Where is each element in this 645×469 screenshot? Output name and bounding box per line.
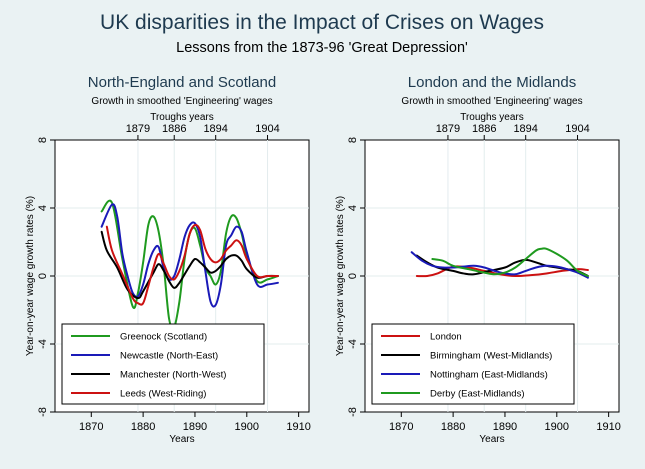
legend-label: Newcastle (North-East) — [120, 351, 218, 362]
legend-box — [371, 323, 575, 405]
top-tick-label: 1886 — [162, 123, 186, 135]
y-tick-label: 0 — [347, 273, 359, 279]
x-tick-label: 1910 — [286, 421, 310, 433]
series-line-4 — [105, 223, 279, 306]
x-tick-label: 1870 — [79, 421, 103, 433]
chart-panel-2: London and the Midlands Growth in smoothe… — [335, 74, 621, 445]
series-line-2 — [100, 203, 279, 308]
panel-title: London and the Midlands — [408, 74, 576, 91]
x-axis-label: Years — [169, 434, 194, 445]
top-tick-label: 1879 — [126, 123, 150, 135]
y-tick-label: -8 — [37, 407, 49, 417]
x-tick-label: 1900 — [235, 421, 259, 433]
x-tick-label: 1890 — [183, 421, 207, 433]
main-title: UK disparities in the Impact of Crises o… — [100, 11, 544, 34]
legend-label: Leeds (West-Riding) — [120, 389, 206, 400]
y-tick-label: -4 — [37, 339, 49, 349]
legend-label: Birmingham (West-Midlands) — [430, 351, 552, 362]
series-line-3 — [410, 251, 589, 279]
legend-box — [61, 323, 265, 405]
top-tick-label: 1904 — [255, 123, 279, 135]
series-line-3 — [100, 230, 279, 300]
series-line-4 — [431, 247, 589, 277]
y-axis-label: Year-on-year wage growth rates (%) — [335, 196, 346, 356]
top-tick-label: 1879 — [436, 123, 460, 135]
top-axis-title: Troughs years — [150, 112, 214, 123]
panel-subtitle: Growth in smoothed 'Engineering' wages — [91, 96, 272, 107]
x-tick-label: 1910 — [596, 421, 620, 433]
legend-label: Manchester (North-West) — [120, 370, 226, 381]
x-tick-label: 1880 — [131, 421, 155, 433]
legend-label: Greenock (Scotland) — [120, 332, 207, 343]
x-tick-label: 1870 — [389, 421, 413, 433]
panel-title: North-England and Scotland — [88, 74, 276, 91]
y-tick-label: 8 — [37, 137, 49, 143]
x-tick-label: 1900 — [545, 421, 569, 433]
main-subtitle: Lessons from the 1873-96 'Great Depressi… — [176, 40, 468, 56]
y-axis-label: Year-on-year wage growth rates (%) — [25, 196, 36, 356]
top-tick-label: 1894 — [203, 123, 227, 135]
top-axis-title: Troughs years — [460, 112, 524, 123]
x-tick-label: 1880 — [441, 421, 465, 433]
y-tick-label: 8 — [347, 137, 359, 143]
chart-panel-1: North-England and Scotland Growth in smoo… — [25, 74, 311, 445]
y-tick-label: 4 — [347, 205, 359, 211]
y-tick-label: -8 — [347, 407, 359, 417]
y-tick-label: 4 — [37, 205, 49, 211]
x-axis-label: Years — [479, 434, 504, 445]
y-tick-label: 0 — [37, 273, 49, 279]
legend-label: London — [430, 332, 462, 343]
top-tick-label: 1904 — [565, 123, 589, 135]
legend-label: Nottingham (East-Midlands) — [430, 370, 548, 381]
top-tick-label: 1886 — [472, 123, 496, 135]
x-tick-label: 1890 — [493, 421, 517, 433]
panel-subtitle: Growth in smoothed 'Engineering' wages — [401, 96, 582, 107]
top-tick-label: 1894 — [513, 123, 537, 135]
y-tick-label: -4 — [347, 339, 359, 349]
legend-label: Derby (East-Midlands) — [430, 389, 525, 400]
